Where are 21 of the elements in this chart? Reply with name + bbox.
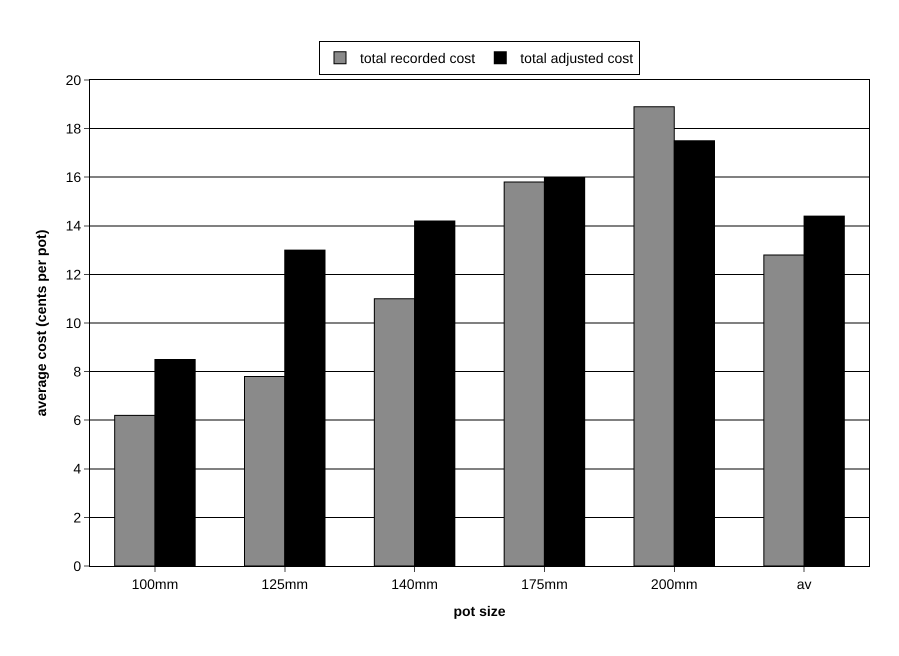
x-tick-label: av	[796, 576, 812, 592]
y-tick-label: 8	[73, 364, 82, 380]
x-tick-label: 175mm	[521, 576, 568, 592]
y-tick-label: 10	[66, 314, 82, 331]
y-tick-label: 18	[66, 120, 82, 136]
y-tick-label: 12	[66, 266, 82, 282]
y-tick-label: 16	[66, 169, 82, 186]
y-tick-label: 4	[73, 460, 82, 477]
y-tick-label: 0	[73, 558, 82, 574]
x-tick-label: 140mm	[391, 576, 438, 592]
legend-label: total adjusted cost	[520, 50, 634, 66]
y-tick-label: 14	[66, 218, 82, 234]
x-tick-label: 125mm	[261, 576, 308, 592]
y-axis-title: average cost (cents per pot)	[33, 230, 50, 416]
y-tick-label: 20	[66, 72, 82, 88]
x-axis-title: pot size	[453, 603, 506, 620]
x-tick-label: 100mm	[132, 576, 178, 592]
y-tick-label: 6	[73, 412, 82, 428]
legend-label: total recorded cost	[360, 50, 476, 66]
y-tick-label: 2	[73, 509, 82, 526]
x-tick-label: 200mm	[650, 576, 698, 592]
